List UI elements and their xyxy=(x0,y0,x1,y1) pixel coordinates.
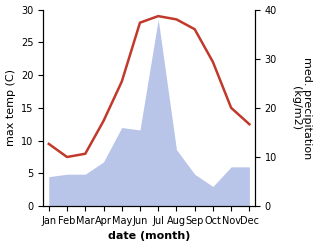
Y-axis label: max temp (C): max temp (C) xyxy=(5,69,16,146)
Y-axis label: med. precipitation
(kg/m2): med. precipitation (kg/m2) xyxy=(291,57,313,159)
X-axis label: date (month): date (month) xyxy=(108,231,190,242)
